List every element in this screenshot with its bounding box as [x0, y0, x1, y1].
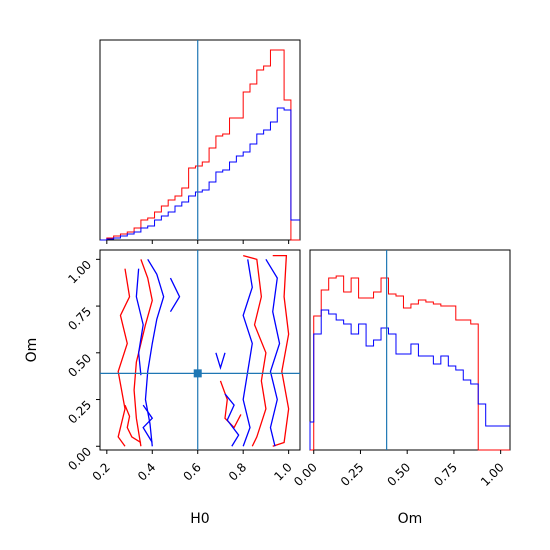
contour-blue-13 [224, 393, 240, 447]
x-axis-label-h0: H0 [190, 511, 209, 527]
contour-ytick-label-4: 1.00 [65, 258, 94, 287]
om-hist-xtick-label-0: 0.00 [291, 460, 320, 489]
contour-ytick-label-1: 0.25 [65, 398, 94, 427]
contour-blue-6 [144, 259, 165, 447]
om-histogram-frame [309, 249, 511, 451]
om-histogram [309, 275, 510, 451]
h0-hist-blue-series [100, 107, 300, 241]
contour-xtick-label-0: 0.2 [90, 460, 113, 483]
contour-blue-7 [135, 268, 144, 376]
y-axis-label-om: Om [24, 338, 40, 363]
axis-ticks: 0.2 0.4 0.6 0.8 1.00.000.250.500.751.000.00 0… [65, 240, 507, 489]
contour-blue-11 [215, 352, 226, 370]
x-axis-label-om: Om [398, 511, 423, 527]
contour-blue-9 [265, 259, 281, 447]
contour-blue-10 [169, 277, 181, 313]
contour-ytick-label-3: 0.75 [65, 304, 94, 333]
h0-hist-red-series [100, 49, 300, 241]
om-hist-xtick-label-2: 0.50 [385, 460, 414, 489]
contour-red-2 [243, 254, 267, 447]
contour-red-0 [133, 259, 153, 447]
contour-ytick-label-2: 0.50 [65, 351, 94, 380]
om-hist-red-series [310, 275, 510, 451]
om-hist-xtick-label-1: 0.25 [338, 460, 367, 489]
om-hist-xtick-label-3: 0.75 [431, 460, 460, 489]
truth-lines [100, 40, 388, 450]
om-hist-blue-series [309, 309, 510, 450]
contour-red-4 [219, 380, 242, 429]
h0-histogram-frame [99, 39, 301, 241]
contour-xtick-label-2: 0.6 [180, 460, 203, 483]
contour-ytick-label-0: 0.00 [65, 444, 94, 473]
contour-layer [117, 254, 290, 447]
contour-panel-frame [99, 249, 301, 451]
contour-xtick-label-3: 0.8 [226, 460, 249, 483]
h0-histogram [100, 49, 300, 241]
contour-blue-8 [242, 259, 253, 447]
contour-red-3 [272, 254, 290, 447]
contour-red-5 [124, 404, 142, 444]
contour-xtick-label-1: 0.4 [135, 460, 158, 483]
om-hist-xtick-label-4: 1.00 [478, 460, 507, 489]
contour-blue-12 [142, 404, 154, 443]
contour-red-1 [117, 268, 131, 447]
truth-marker [193, 369, 202, 378]
